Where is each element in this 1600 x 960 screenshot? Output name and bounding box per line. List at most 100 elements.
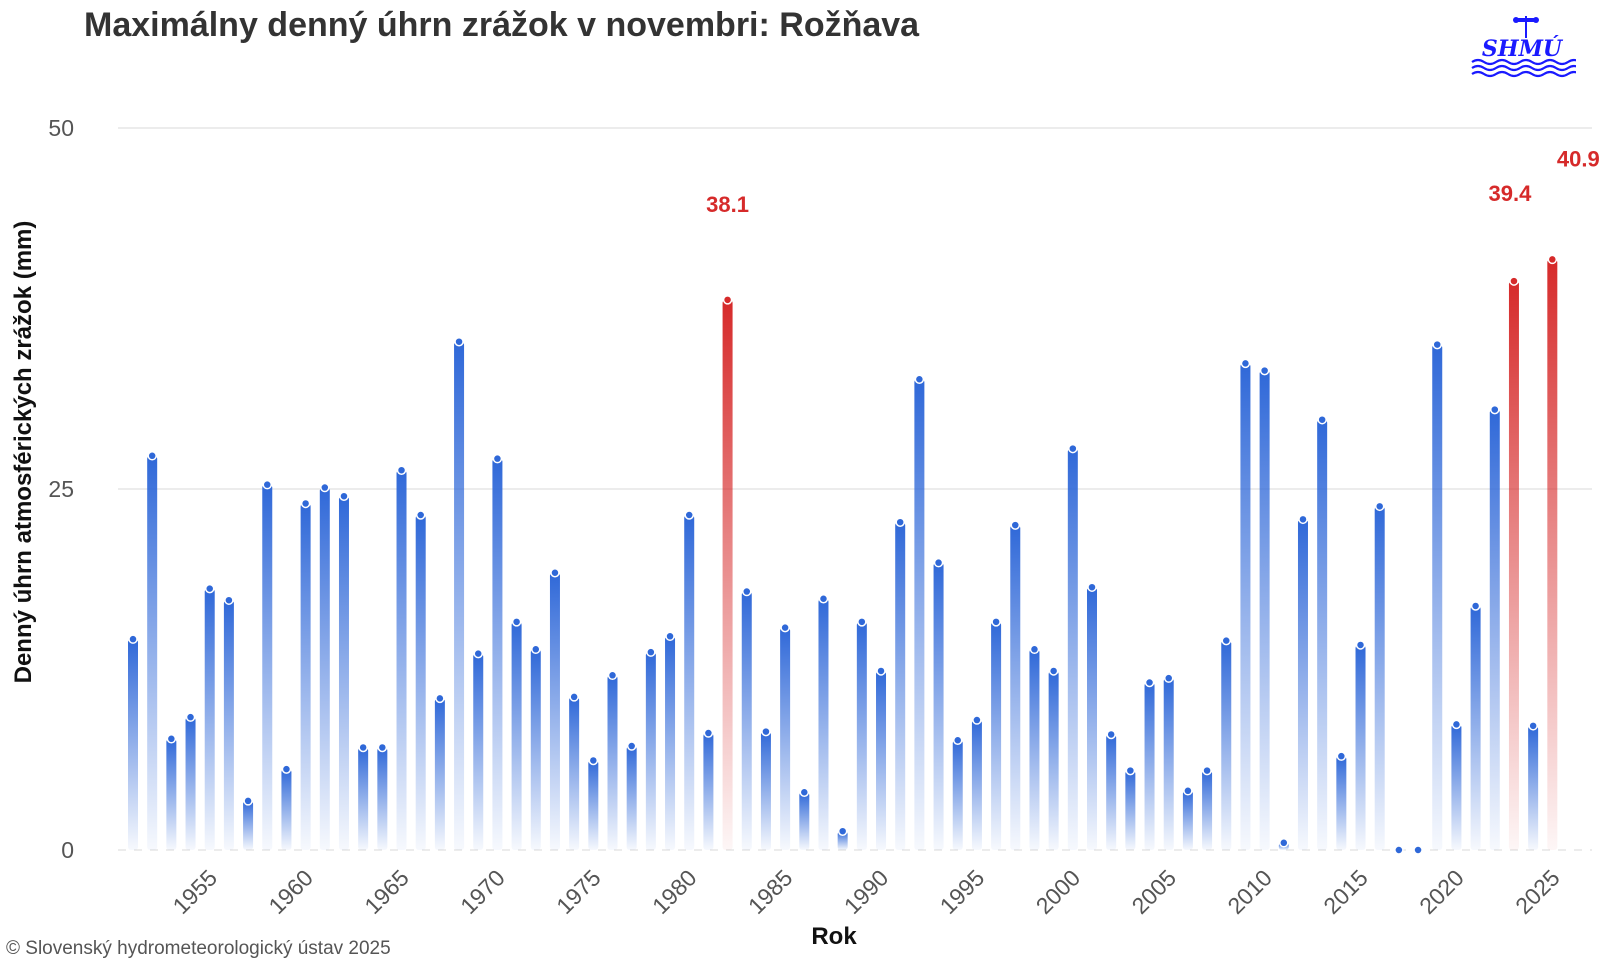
x-axis-ticks: 1955 1960 1965 1970 1975 1980 1985 1990 1995 2000… (168, 864, 1565, 919)
y-axis-title: Denný úhrn atmosférických zrážok (mm) (10, 221, 37, 684)
bar-2012 (1297, 514, 1308, 850)
bar-marker (415, 510, 426, 520)
bar-1954 (185, 712, 196, 850)
bar (933, 562, 944, 850)
bar (703, 733, 714, 850)
bar (492, 458, 503, 850)
bar (1297, 519, 1308, 850)
bar-1975 (588, 755, 599, 850)
bar-marker (1432, 339, 1442, 350)
bar-marker (147, 451, 157, 461)
bar-marker (933, 557, 944, 568)
bar-marker (473, 648, 483, 659)
bar-1998 (1029, 644, 1040, 850)
bar-2003 (1125, 765, 1136, 850)
bar-marker (185, 712, 196, 722)
bar-1953 (166, 734, 177, 850)
bar-marker (895, 517, 905, 527)
bar-1996 (991, 617, 1002, 850)
bar (818, 598, 829, 850)
bar (1125, 770, 1136, 850)
bar-1959 (281, 764, 292, 850)
bar-marker (742, 586, 752, 597)
bar (837, 831, 848, 850)
bar-2009 (1240, 358, 1251, 850)
bar-marker (435, 693, 445, 704)
bar (1144, 682, 1155, 850)
bar-marker (454, 336, 464, 347)
bar-marker (818, 593, 829, 604)
bar (1163, 678, 1174, 850)
x-tick-label: 2015 (1318, 864, 1373, 919)
bar-marker (684, 510, 694, 520)
bar (895, 522, 906, 850)
bar (396, 470, 407, 850)
bar-marker (1374, 501, 1385, 512)
bar (358, 747, 369, 850)
data-labels: 38.1 39.4 40.9 (706, 146, 1600, 216)
bar-marker (761, 726, 771, 737)
bar (281, 769, 292, 850)
bar-marker (1029, 644, 1040, 655)
bar-1997 (1010, 520, 1021, 850)
bar-2004 (1144, 677, 1155, 850)
chart-title: Maximálny denný úhrn zrážok v novembri: … (84, 6, 920, 44)
bar-2017 (1394, 845, 1404, 855)
bar-marker (396, 465, 407, 475)
shmu-logo: SHMÚ (1471, 16, 1576, 78)
bar-marker (972, 715, 982, 725)
bar-2002 (1106, 729, 1117, 850)
data-label-1982: 38.1 (706, 192, 749, 217)
bar-marker (339, 491, 349, 501)
bar (300, 503, 311, 850)
bar-1960 (300, 498, 311, 850)
bar-marker (780, 622, 790, 633)
bar (1182, 790, 1193, 850)
bar-marker (646, 647, 656, 657)
bar (243, 800, 254, 850)
bar-marker (281, 764, 292, 774)
bar-marker (1279, 838, 1289, 848)
bar-marker (952, 735, 963, 746)
y-axis-ticks: 0 25 50 (48, 115, 74, 863)
bar-marker (1413, 845, 1423, 855)
bar (665, 636, 676, 850)
bar-2018 (1413, 845, 1423, 855)
bar-marker (1048, 666, 1059, 676)
bar-1970 (492, 453, 503, 850)
bar (780, 627, 791, 850)
bar-marker (531, 644, 541, 655)
bar-1958 (262, 479, 273, 850)
bar-1993 (933, 557, 944, 850)
bar-1964 (377, 742, 388, 850)
bar-2020 (1451, 719, 1462, 850)
bar-1972 (530, 644, 541, 850)
bar-marker (876, 666, 886, 676)
bar-1983 (741, 586, 752, 850)
bar-1976 (607, 670, 618, 850)
bar-1989 (856, 617, 867, 850)
x-tick-label: 2010 (1222, 864, 1277, 919)
bar (549, 572, 560, 850)
bar-2005 (1163, 673, 1174, 850)
bar-2022 (1489, 404, 1500, 850)
bar-marker (1547, 254, 1558, 265)
x-tick-label: 2025 (1510, 864, 1565, 919)
bar-marker (1394, 845, 1404, 855)
bar-marker (1298, 514, 1308, 525)
bar-1966 (415, 510, 426, 850)
bar-marker (1144, 677, 1155, 688)
bar (1489, 409, 1500, 850)
y-tick-label: 25 (48, 476, 74, 502)
bar-1973 (549, 568, 560, 850)
x-tick-label: 2020 (1414, 864, 1469, 919)
bar-marker (492, 453, 503, 464)
bar (223, 600, 234, 850)
bars (128, 254, 1558, 855)
bar-2015 (1355, 640, 1366, 850)
bar (338, 496, 349, 850)
bar-1994 (952, 735, 963, 850)
x-tick-label: 1955 (168, 864, 223, 919)
bar-1980 (684, 510, 695, 850)
